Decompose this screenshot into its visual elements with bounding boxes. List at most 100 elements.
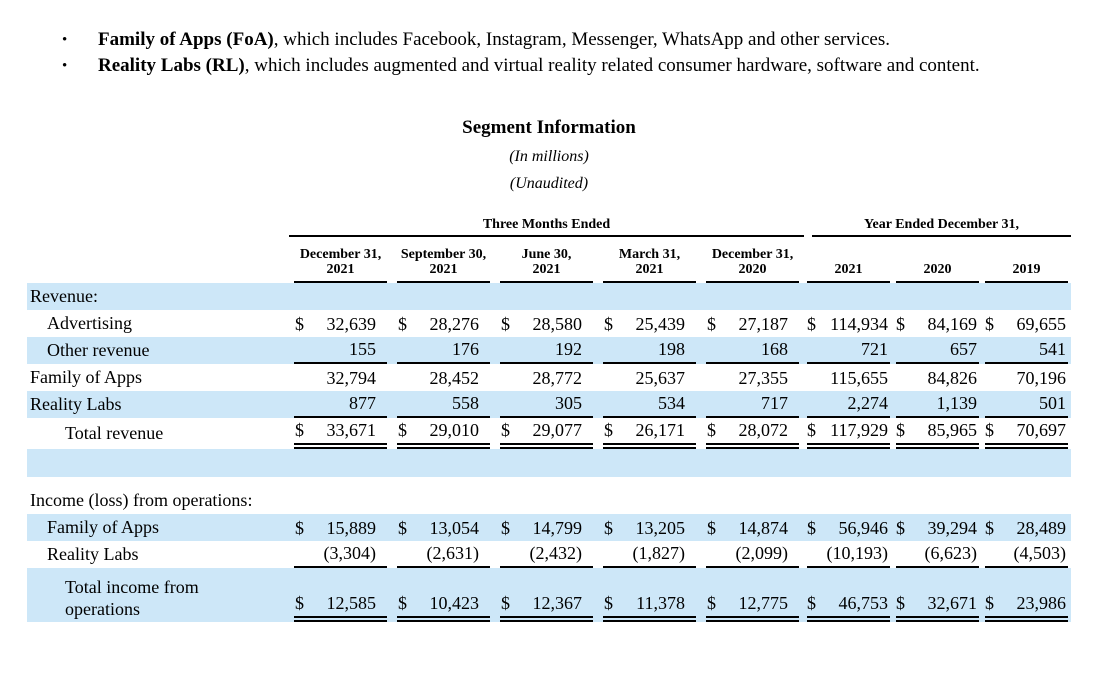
amount-value: 28,489	[1016, 518, 1067, 538]
table-row-total-revenue: Total revenue $33,671 $29,010 $29,077 $2…	[27, 418, 1071, 449]
bullet-icon: •	[62, 32, 68, 48]
section-heading-revenue: Revenue:	[27, 283, 1071, 310]
amount-value: 84,169	[927, 314, 978, 334]
currency-symbol: $	[295, 314, 304, 334]
bullet-bold-term: Reality Labs (RL)	[98, 55, 245, 76]
amount-value: 168	[761, 339, 788, 359]
amount-cell: (6,623)	[893, 541, 982, 568]
amount-value: 14,874	[738, 518, 789, 538]
row-label: Total income from operations	[27, 576, 289, 622]
amount-cell: $11,378	[598, 568, 701, 622]
currency-symbol: $	[604, 314, 613, 334]
amount-cell: $46,753	[804, 568, 893, 622]
table-titles: Segment Information (In millions) (Unaud…	[27, 117, 1071, 193]
column-header-line2: 2021	[635, 262, 664, 277]
amount-value: 33,671	[326, 420, 377, 440]
amount-cell: 534	[598, 391, 701, 418]
currency-symbol: $	[604, 593, 613, 613]
amount-value: (2,099)	[735, 543, 789, 563]
amount-cell: 198	[598, 337, 701, 364]
amount-value: 115,655	[830, 368, 888, 388]
bullet-text: Reality Labs (RL), which includes augmen…	[98, 53, 1080, 79]
amount-value: 541	[1039, 339, 1066, 359]
amount-value: 114,934	[830, 314, 888, 334]
row-label: Reality Labs	[47, 544, 139, 564]
amount-cell: 28,452	[392, 364, 495, 391]
currency-symbol: $	[707, 593, 716, 613]
amount-value: (10,193)	[826, 543, 889, 563]
currency-symbol: $	[501, 420, 510, 440]
bullet-rest: , which includes Facebook, Instagram, Me…	[273, 29, 890, 50]
amount-cell: 28,772	[495, 364, 598, 391]
bullet-list: • Family of Apps (FoA), which includes F…	[62, 27, 1080, 79]
amount-cell: 2,274	[804, 391, 893, 418]
table-row-reality-labs-revenue: Reality Labs 877 558 305 534 717 2,274 1…	[27, 391, 1071, 418]
column-header-spacer	[27, 237, 289, 283]
amount-cell: $12,775	[701, 568, 804, 622]
amount-cell: 32,794	[289, 364, 392, 391]
amount-value: 13,205	[635, 518, 686, 538]
amount-value: 717	[761, 393, 788, 413]
amount-cell: (3,304)	[289, 541, 392, 568]
column-header-q1: December 31, 2021	[289, 237, 392, 283]
amount-cell: 558	[392, 391, 495, 418]
amount-value: 501	[1039, 393, 1066, 413]
amount-cell: (1,827)	[598, 541, 701, 568]
amount-value: (1,827)	[632, 543, 686, 563]
column-header-line2: 2020	[738, 262, 767, 277]
column-header-line2: 2021	[429, 262, 458, 277]
amount-cell: $32,671	[893, 568, 982, 622]
section-heading-income: Income (loss) from operations:	[27, 487, 1071, 514]
amount-cell: 155	[289, 337, 392, 364]
amount-cell: $28,580	[495, 310, 598, 337]
amount-cell: $14,874	[701, 514, 804, 541]
amount-cell: $85,965	[893, 418, 982, 449]
amount-value: 28,452	[429, 368, 480, 388]
amount-value: 117,929	[830, 420, 888, 440]
amount-cell: 657	[893, 337, 982, 364]
currency-symbol: $	[985, 593, 994, 613]
amount-cell: $56,946	[804, 514, 893, 541]
column-header-y2019: 2019	[982, 237, 1071, 283]
amount-cell: (4,503)	[982, 541, 1071, 568]
column-header-q3: June 30, 2021	[495, 237, 598, 283]
row-label: Reality Labs	[30, 394, 122, 414]
amount-value: 27,355	[738, 368, 789, 388]
currency-symbol: $	[807, 420, 816, 440]
amount-value: 15,889	[326, 518, 377, 538]
table-row-total-income: Total income from operations $12,585 $10…	[27, 568, 1071, 622]
group-header-three-months: Three Months Ended	[289, 217, 804, 237]
bullet-icon: •	[62, 58, 68, 74]
amount-cell: 70,196	[982, 364, 1071, 391]
amount-value: (2,631)	[426, 543, 480, 563]
column-header-line1: September 30,	[400, 247, 487, 262]
amount-cell: 168	[701, 337, 804, 364]
amount-cell: $117,929	[804, 418, 893, 449]
amount-cell: $13,054	[392, 514, 495, 541]
amount-cell: 1,139	[893, 391, 982, 418]
amount-value: 26,171	[635, 420, 686, 440]
amount-value: 29,077	[532, 420, 583, 440]
amount-value: 70,196	[1016, 368, 1067, 388]
amount-cell: $23,986	[982, 568, 1071, 622]
column-header-line1: June 30,	[521, 247, 572, 262]
section-spacer	[27, 477, 1071, 487]
doc-subtitle-audit: (Unaudited)	[509, 175, 589, 192]
row-label: Other revenue	[47, 340, 150, 360]
amount-cell: 717	[701, 391, 804, 418]
currency-symbol: $	[896, 518, 905, 538]
amount-cell: $28,489	[982, 514, 1071, 541]
column-header-year: 2021	[834, 262, 863, 277]
amount-value: 27,187	[738, 314, 789, 334]
column-header-q4: March 31, 2021	[598, 237, 701, 283]
currency-symbol: $	[707, 314, 716, 334]
currency-symbol: $	[807, 593, 816, 613]
amount-value: 46,753	[838, 593, 889, 613]
amount-value: 28,580	[532, 314, 583, 334]
column-header-y2021: 2021	[804, 237, 893, 283]
amount-cell: (2,631)	[392, 541, 495, 568]
amount-value: 32,794	[326, 368, 377, 388]
amount-value: (6,623)	[924, 543, 978, 563]
column-header-q5: December 31, 2020	[701, 237, 804, 283]
amount-value: 39,294	[927, 518, 978, 538]
